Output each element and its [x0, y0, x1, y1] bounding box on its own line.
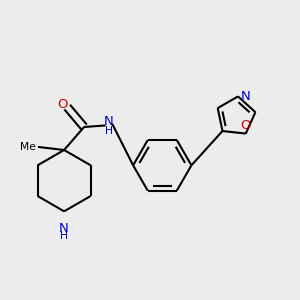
- Text: N: N: [104, 115, 113, 128]
- Text: Me: Me: [20, 142, 36, 152]
- Text: H: H: [105, 126, 112, 136]
- Text: N: N: [59, 222, 69, 235]
- Text: N: N: [241, 90, 250, 103]
- Text: H: H: [60, 231, 68, 241]
- Text: O: O: [241, 119, 251, 132]
- Text: O: O: [58, 98, 68, 111]
